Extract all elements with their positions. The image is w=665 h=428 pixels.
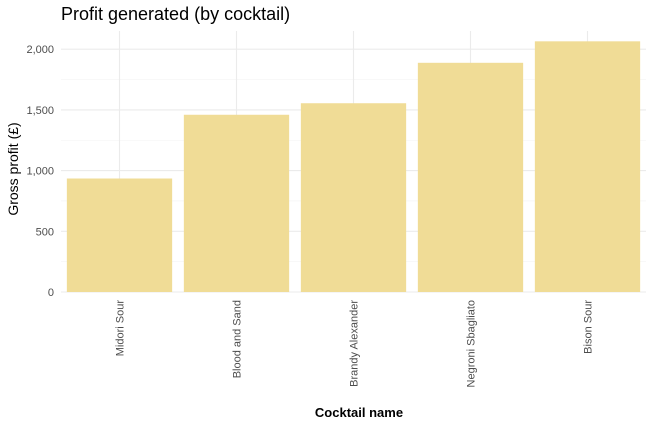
x-tick-label: Bison Sour: [583, 300, 595, 354]
y-tick-label: 1,000: [26, 166, 54, 178]
bar-midori-sour: [66, 178, 173, 292]
bar-bison-sour: [534, 41, 641, 292]
x-tick-label: Brandy Alexander: [349, 300, 361, 387]
chart-title: Profit generated (by cocktail): [61, 4, 290, 24]
y-axis-title: Gross profit (£): [5, 122, 21, 215]
y-tick-label: 2,000: [26, 44, 54, 56]
x-tick-label: Blood and Sand: [232, 300, 244, 378]
y-tick-label: 1,500: [26, 105, 54, 117]
y-tick-labels: 0 500 1,000 1,500 2,000: [26, 44, 54, 299]
bar-brandy-alexander: [300, 103, 407, 293]
bars: [66, 41, 641, 293]
x-tick-label: Negroni Sbagliato: [466, 300, 478, 387]
bar-negroni-sbagliato: [417, 62, 524, 293]
bar-blood-and-sand: [183, 114, 290, 292]
x-axis-title: Cocktail name: [315, 405, 403, 420]
x-tick-labels: Midori Sour Blood and Sand Brandy Alexande…: [115, 300, 595, 388]
y-tick-label: 500: [36, 226, 54, 238]
x-tick-label: Midori Sour: [115, 300, 127, 357]
y-tick-label: 0: [48, 287, 54, 299]
